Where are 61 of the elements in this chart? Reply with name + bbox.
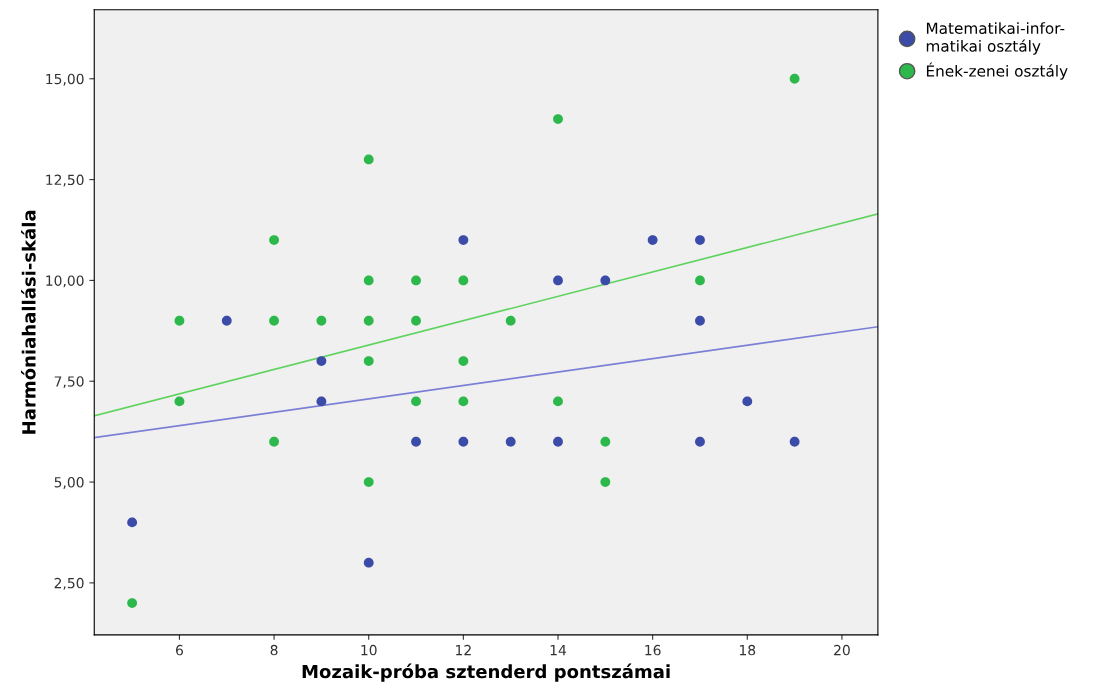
point (458, 356, 469, 366)
point (269, 436, 279, 447)
point (221, 315, 232, 326)
x-tick-label: 10 (361, 644, 377, 656)
point (458, 436, 469, 447)
point (316, 356, 327, 366)
point (269, 235, 279, 245)
point (363, 315, 374, 326)
point (363, 275, 374, 286)
point (458, 396, 469, 407)
point (127, 517, 138, 528)
y-axis-title: Harmóniahallási-skála (21, 210, 36, 434)
point (600, 477, 611, 487)
x-tick-label: 18 (739, 644, 756, 656)
y-tick-label: 5,00 (54, 477, 84, 489)
x-tick-label: 12 (456, 644, 471, 656)
point (789, 73, 800, 84)
point (411, 396, 421, 407)
x-tick-label: 6 (175, 644, 183, 656)
point (316, 315, 327, 326)
x-axis-title: Mozaik-próba sztenderd pontszámai (302, 663, 670, 682)
point (174, 315, 185, 326)
point (316, 396, 327, 407)
point (458, 275, 469, 286)
point (363, 557, 374, 568)
legend-label: Matematikai-infor- matikai osztály (926, 22, 1065, 55)
point (363, 356, 374, 366)
y-tick-label: 12,50 (46, 174, 84, 187)
point (553, 275, 563, 286)
point (742, 396, 753, 407)
point (411, 275, 421, 286)
point (458, 235, 469, 245)
point (695, 315, 705, 326)
point (127, 598, 138, 608)
point (600, 275, 611, 286)
point (695, 436, 705, 447)
point (600, 436, 611, 447)
point (269, 315, 279, 326)
point (411, 436, 421, 447)
y-tick-label: 10,00 (46, 275, 84, 288)
point (695, 235, 705, 245)
point (505, 315, 516, 326)
point (411, 315, 421, 326)
legend-label: Ének-zenei osztály (926, 62, 1068, 80)
x-tick-label: 16 (645, 644, 661, 656)
y-tick-label: 2,50 (54, 577, 84, 590)
point (553, 396, 563, 407)
point (174, 396, 185, 407)
point (647, 235, 658, 245)
point (789, 436, 800, 447)
x-tick-label: 14 (550, 645, 567, 656)
point (505, 436, 516, 447)
point (363, 477, 374, 487)
y-tick-label: 7,50 (54, 376, 84, 389)
point (553, 114, 563, 124)
point (553, 436, 563, 447)
point (363, 154, 374, 165)
y-tick-label: 15,00 (46, 73, 84, 86)
x-tick-label: 8 (270, 644, 278, 656)
point (695, 275, 705, 286)
x-tick-label: 20 (834, 644, 850, 656)
